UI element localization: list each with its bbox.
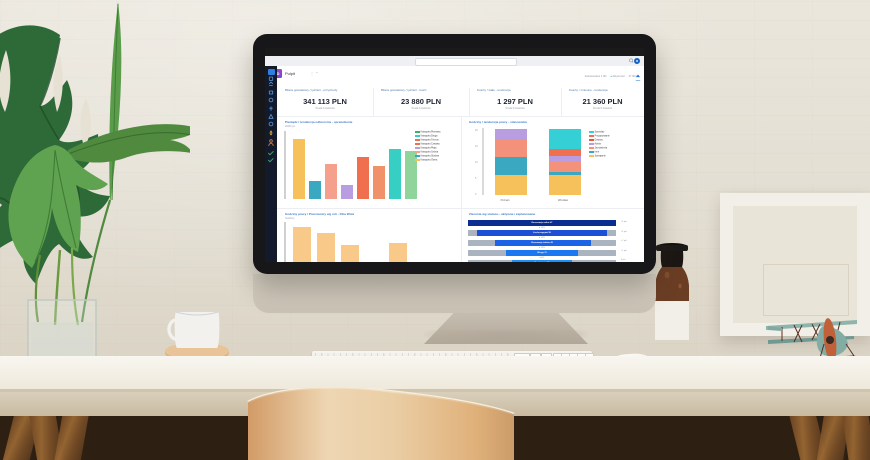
svg-text:Poznań: Poznań [501,198,510,202]
svg-text:15: 15 [475,145,478,148]
svg-text:10: 10 [475,161,478,164]
svg-text:5: 5 [475,177,477,180]
svg-text:Wrocław: Wrocław [558,198,568,202]
svg-text:0: 0 [475,193,477,196]
svg-text:20: 20 [475,129,478,132]
